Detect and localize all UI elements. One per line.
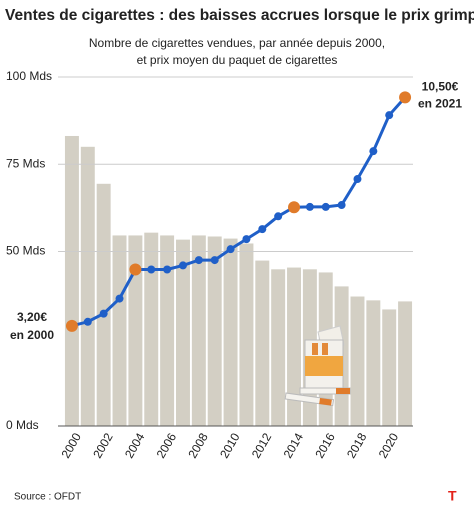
y-tick-label: 75 Mds (6, 156, 45, 170)
annotation: en 2021 (418, 97, 462, 111)
price-line (71, 96, 407, 328)
bar (398, 301, 413, 426)
point (305, 202, 314, 211)
point (99, 309, 108, 318)
highlight-point (129, 263, 142, 276)
point (83, 317, 92, 326)
point (210, 256, 219, 265)
x-tick-label: 2006 (154, 430, 180, 460)
cigarette-illustration (284, 325, 351, 407)
bar (382, 309, 397, 426)
bar (223, 238, 238, 426)
point (321, 202, 330, 211)
highlight-point (399, 91, 412, 104)
bar (350, 296, 365, 426)
chart-title: Ventes de cigarettes : des baisses accru… (5, 7, 474, 24)
highlight-point (288, 201, 301, 214)
point (226, 245, 235, 254)
x-tick-label: 2016 (312, 430, 338, 460)
bar (366, 300, 381, 426)
point (163, 265, 172, 274)
bar (239, 243, 254, 426)
x-tick-label: 2004 (122, 430, 148, 460)
point (385, 111, 394, 120)
point (353, 175, 362, 184)
bar (96, 183, 111, 426)
bar (160, 235, 175, 426)
logo: T (448, 488, 457, 504)
point (369, 147, 378, 156)
point (242, 235, 251, 244)
highlight-point (65, 319, 78, 332)
bar (287, 267, 302, 426)
point (274, 212, 283, 221)
x-tick-label: 2020 (376, 430, 402, 460)
plot: 0 Mds 50 Mds 75 Mds 100 Mds 2000 2002 2004 2006… (6, 69, 413, 461)
bar (255, 260, 270, 426)
y-tick-label: 50 Mds (6, 244, 45, 258)
annotation: 10,50€ (422, 80, 459, 94)
point (194, 256, 203, 265)
point (147, 265, 156, 274)
bar (80, 146, 95, 427)
point (337, 201, 346, 210)
x-tick-label: 2010 (217, 430, 243, 460)
bar (271, 269, 286, 426)
x-tick-label: 2012 (249, 430, 275, 460)
subtitle: Nombre de cigarettes vendues, par année … (89, 36, 385, 50)
subtitle: et prix moyen du paquet de cigarettes (137, 53, 338, 67)
annotation: 3,20€ (17, 310, 47, 324)
point (115, 294, 124, 303)
point (178, 261, 187, 270)
x-tick-label: 2000 (58, 430, 84, 460)
bar (112, 235, 127, 426)
x-tick-label: 2008 (185, 430, 211, 460)
y-tick-label: 100 Mds (6, 69, 52, 83)
source: Source : OFDT (14, 492, 81, 503)
x-tick-label: 2018 (344, 430, 370, 460)
bar (191, 235, 206, 426)
bar (175, 239, 190, 426)
bar (128, 235, 143, 426)
bar (207, 236, 222, 426)
bar (64, 135, 79, 426)
x-tick-label: 2014 (281, 430, 307, 460)
point (258, 225, 267, 234)
bar (144, 232, 159, 426)
y-tick-label: 0 Mds (6, 418, 39, 432)
x-tick-label: 2002 (90, 430, 116, 460)
annotation: en 2000 (10, 328, 54, 342)
